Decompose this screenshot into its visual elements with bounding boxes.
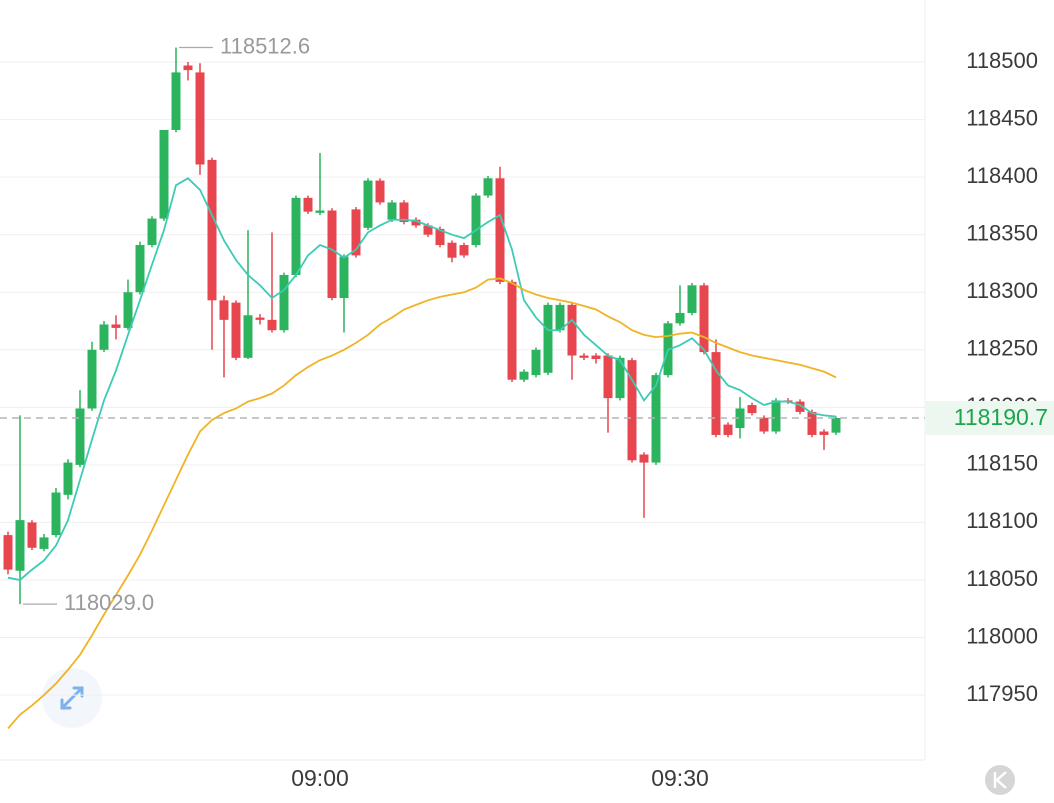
candle-body <box>411 219 421 226</box>
y-tick-label: 118450 <box>966 105 1038 130</box>
candle-body <box>831 418 841 433</box>
min-label: 118029.0 <box>64 590 154 615</box>
candle-body <box>315 210 325 213</box>
y-tick-label: 118300 <box>966 278 1038 303</box>
candle-body <box>495 178 505 282</box>
candle-body <box>699 285 709 353</box>
candle-body <box>387 202 397 220</box>
candle-body <box>603 355 613 399</box>
candle-body <box>147 218 157 246</box>
candle-body <box>363 180 373 228</box>
candle-body <box>627 360 637 461</box>
candle-body <box>51 492 61 536</box>
candle-body <box>375 180 385 203</box>
y-tick-label: 118000 <box>966 623 1038 648</box>
candle-body <box>339 256 349 298</box>
candle-body <box>39 537 49 549</box>
y-tick-label: 118250 <box>966 336 1038 361</box>
candle-body <box>327 210 337 298</box>
candle-body <box>591 355 601 359</box>
candle-body <box>711 352 721 435</box>
candle-body <box>747 405 757 414</box>
candle-body <box>543 304 553 373</box>
candle-body <box>243 315 253 358</box>
candle-body <box>519 371 529 380</box>
candle-body <box>27 522 37 548</box>
candle-body <box>195 72 205 165</box>
last-price-label: 118190.7 <box>954 404 1048 430</box>
candle-body <box>75 408 85 465</box>
y-tick-label: 118150 <box>966 451 1038 476</box>
candle-body <box>399 202 409 223</box>
candle-body <box>87 349 97 409</box>
candle-body <box>135 245 145 293</box>
candle-body <box>171 72 181 130</box>
y-tick-label: 117950 <box>966 681 1038 706</box>
candle-body <box>207 159 217 301</box>
candle-body <box>567 304 577 356</box>
candle-body <box>471 195 481 246</box>
candle-body <box>615 357 625 399</box>
candle-body <box>15 520 25 571</box>
candle-body <box>303 197 313 212</box>
candle-body <box>435 228 445 246</box>
candle-body <box>447 242 457 258</box>
x-tick-label: 09:30 <box>651 765 709 791</box>
candle-body <box>351 209 361 256</box>
last-price-badge <box>926 401 1054 436</box>
k-button[interactable] <box>985 765 1015 795</box>
candle-body <box>555 304 565 331</box>
expand-button[interactable] <box>42 668 102 728</box>
candle-body <box>807 411 817 435</box>
y-tick-label: 118100 <box>966 508 1038 533</box>
candle-body <box>231 302 241 358</box>
candle-body <box>63 462 73 495</box>
moving-average-line <box>7 277 837 730</box>
candle-body <box>99 324 109 350</box>
candle-body <box>279 274 289 331</box>
candle-body <box>123 292 133 328</box>
candle-body <box>507 281 517 380</box>
candle-body <box>459 245 469 256</box>
candle-body <box>483 178 493 196</box>
candle-body <box>771 400 781 432</box>
candle-body <box>255 317 265 320</box>
y-tick-label: 118400 <box>966 163 1038 188</box>
candle-body <box>219 300 229 320</box>
candle-body <box>183 65 193 71</box>
candle-body <box>819 431 829 435</box>
candle-body <box>639 454 649 463</box>
candle-body <box>423 225 433 235</box>
x-tick-label: 09:00 <box>291 765 349 791</box>
y-tick-label: 118500 <box>966 48 1038 73</box>
max-label: 118512.6 <box>220 33 310 58</box>
candle-body <box>795 401 805 412</box>
candle-body <box>651 375 661 463</box>
candle-body <box>675 312 685 324</box>
candle-body <box>687 285 697 313</box>
candle-body <box>111 324 121 328</box>
candle-body <box>723 424 733 435</box>
candle-body <box>579 355 589 358</box>
candle-body <box>3 535 13 570</box>
candle-body <box>531 349 541 376</box>
y-tick-label: 118050 <box>966 566 1038 591</box>
candle-body <box>291 197 301 275</box>
candle-body <box>735 408 745 429</box>
moving-average-line <box>7 177 837 581</box>
candle-body <box>759 417 769 432</box>
candle-body <box>267 319 277 331</box>
y-tick-label: 118350 <box>966 220 1038 245</box>
candle-body <box>159 129 169 219</box>
